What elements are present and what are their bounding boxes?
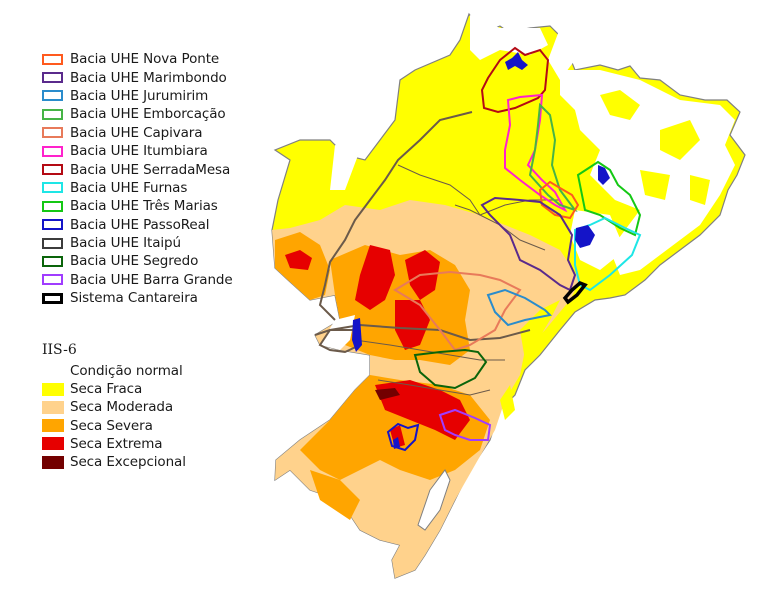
reservoir-itaipu	[352, 318, 362, 352]
iis-class: Seca Excepcional	[42, 453, 186, 471]
legend-label: Bacia UHE Emborcação	[70, 106, 226, 123]
basin-jurumirim	[486, 288, 553, 327]
legend-item: Sistema Cantareira	[42, 289, 233, 307]
iis-swatch	[42, 400, 64, 414]
legend-swatch	[42, 292, 63, 304]
iis-label: Seca Excepcional	[70, 454, 186, 471]
legend-label: Bacia UHE Itumbiara	[70, 143, 208, 160]
legend-item: Bacia UHE Nova Ponte	[42, 50, 233, 68]
legend-swatch	[42, 182, 63, 194]
legend-item: Bacia UHE SerradaMesa	[42, 160, 233, 178]
basin-marimbondo	[480, 196, 577, 292]
legend-label: Bacia UHE Marimbondo	[70, 69, 227, 86]
sistema-cantareira	[562, 280, 588, 305]
legend-item: Bacia UHE Emborcação	[42, 105, 233, 123]
iis-label: Seca Extrema	[70, 435, 163, 452]
legend-label: Bacia UHE Capivara	[70, 124, 203, 141]
iis-swatch	[42, 364, 64, 378]
basin-furnas	[574, 216, 642, 292]
basin-segredo	[413, 348, 488, 390]
legend-label: Bacia UHE Nova Ponte	[70, 51, 220, 68]
basin-serradamesa	[480, 46, 550, 114]
reservoir-serradamesa	[505, 52, 528, 70]
iis-class: Seca Severa	[42, 417, 186, 435]
legend-swatch	[42, 274, 63, 286]
legend-item: Bacia UHE Barra Grande	[42, 271, 233, 289]
legend-label: Bacia UHE SerradaMesa	[70, 161, 231, 178]
iis-label: Condição normal	[70, 363, 183, 380]
reservoir-tresmarias	[598, 165, 610, 185]
legend-item: Bacia UHE Jurumirim	[42, 87, 233, 105]
legend-swatch	[42, 145, 63, 157]
iis-legend-title: IIS-6	[42, 342, 77, 358]
basin-novaponte	[538, 180, 580, 220]
legend-label: Sistema Cantareira	[70, 290, 198, 307]
iis-label: Seca Moderada	[70, 399, 174, 416]
iis-label: Seca Fraca	[70, 381, 143, 398]
basin-tresmarias	[576, 160, 642, 237]
legend-item: Bacia UHE Furnas	[42, 179, 233, 197]
legend-item: Bacia UHE PassoReal	[42, 216, 233, 234]
legend-item: Bacia UHE Itaipú	[42, 234, 233, 252]
iis-legend: IIS-6 Condição normal Seca Fraca Seca Mo…	[42, 342, 186, 471]
legend-swatch	[42, 53, 63, 65]
legend-swatch	[42, 127, 63, 139]
iis-class: Condição normal	[42, 362, 186, 380]
legend-label: Bacia UHE Itaipú	[70, 235, 181, 252]
legend-swatch	[42, 108, 63, 120]
iis-swatch	[42, 382, 64, 396]
reservoir-passoreal	[393, 437, 400, 449]
legend-swatch	[42, 164, 63, 176]
legend-swatch	[42, 237, 63, 249]
basin-legend: Bacia UHE Nova Ponte Bacia UHE Marimbond…	[42, 50, 233, 307]
basin-itumbiara	[504, 93, 568, 213]
legend-item: Bacia UHE Itumbiara	[42, 142, 233, 160]
iis-swatch	[42, 419, 64, 433]
reservoir-furnas	[575, 225, 595, 248]
legend-item: Bacia UHE Marimbondo	[42, 68, 233, 86]
iis-label: Seca Severa	[70, 417, 153, 434]
legend-item: Bacia UHE Segredo	[42, 252, 233, 270]
legend-label: Bacia UHE Segredo	[70, 253, 199, 270]
legend-label: Bacia UHE Três Marias	[70, 198, 218, 215]
basin-emborcacao	[528, 102, 578, 212]
iis-class: Seca Fraca	[42, 380, 186, 398]
basin-capivara	[393, 270, 522, 352]
basin-outlines	[318, 46, 642, 452]
iis-swatch	[42, 455, 64, 469]
iis-class: Seca Moderada	[42, 398, 186, 416]
legend-label: Bacia UHE PassoReal	[70, 216, 210, 233]
legend-item: Bacia UHE Três Marias	[42, 197, 233, 215]
legend-label: Bacia UHE Barra Grande	[70, 271, 233, 288]
legend-swatch	[42, 90, 63, 102]
legend-swatch	[42, 255, 63, 267]
legend-swatch	[42, 200, 63, 212]
legend-swatch	[42, 72, 63, 84]
iis-class: Seca Extrema	[42, 435, 186, 453]
legend-swatch	[42, 219, 63, 231]
reservoirs	[352, 52, 610, 449]
iis-swatch	[42, 437, 64, 451]
basin-barragrande	[438, 408, 492, 441]
legend-label: Bacia UHE Furnas	[70, 179, 188, 196]
map-base-fill	[271, 12, 746, 579]
legend-item: Bacia UHE Capivara	[42, 124, 233, 142]
legend-label: Bacia UHE Jurumirim	[70, 87, 209, 104]
